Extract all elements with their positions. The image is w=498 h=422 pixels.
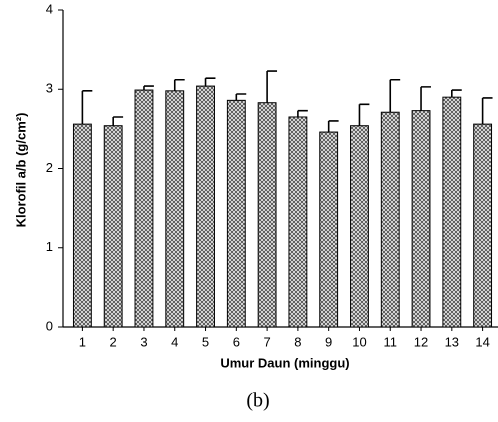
x-tick-label: 7 [263,334,270,349]
error-bar [112,116,124,126]
x-tick-label: 13 [445,334,459,349]
x-tick-label: 11 [384,334,398,349]
bar [257,102,277,328]
y-tick-label: 0 [46,318,53,333]
bar [196,85,215,328]
error-bar [143,85,154,91]
x-tick-label: 12 [414,334,428,349]
bar [165,90,185,328]
error-bar [81,90,93,125]
x-tick-label: 9 [325,334,332,349]
bar [134,89,154,328]
x-tick-label: 5 [202,334,209,349]
bar [103,125,123,328]
x-tick-label: 2 [110,334,117,349]
error-bar [481,97,493,125]
error-bar [327,120,339,133]
error-bar [420,86,431,111]
x-tick-label: 10 [352,334,366,349]
y-tick-label: 1 [46,239,53,254]
bar [411,110,431,328]
x-tick-label: 8 [294,334,301,349]
x-tick-label: 4 [171,334,178,349]
bar [380,111,400,328]
y-tick-label: 2 [46,160,53,175]
y-axis-title: Klorofil a/b (g/cm²) [13,113,28,228]
error-bar [389,78,401,113]
bar [288,116,308,328]
error-bar [266,70,278,103]
error-bar [297,109,308,117]
bar [226,99,246,328]
bar [72,123,92,328]
error-bar [358,103,370,126]
caption: (b) [246,390,269,412]
x-axis-title: Umur Daun (minggu) [220,355,349,370]
error-bar [235,93,247,101]
y-tick-label: 3 [46,81,53,96]
error-bar [173,78,185,91]
bar [319,131,339,328]
error-bar [451,89,462,98]
x-tick-label: 6 [233,334,240,349]
bar [350,125,369,328]
x-tick-label: 1 [79,334,86,349]
x-tick-label: 14 [475,334,489,349]
x-tick-label: 3 [140,334,147,349]
error-bar [204,77,216,87]
bar [473,123,493,328]
bar [442,96,462,328]
y-tick-label: 4 [46,1,53,16]
